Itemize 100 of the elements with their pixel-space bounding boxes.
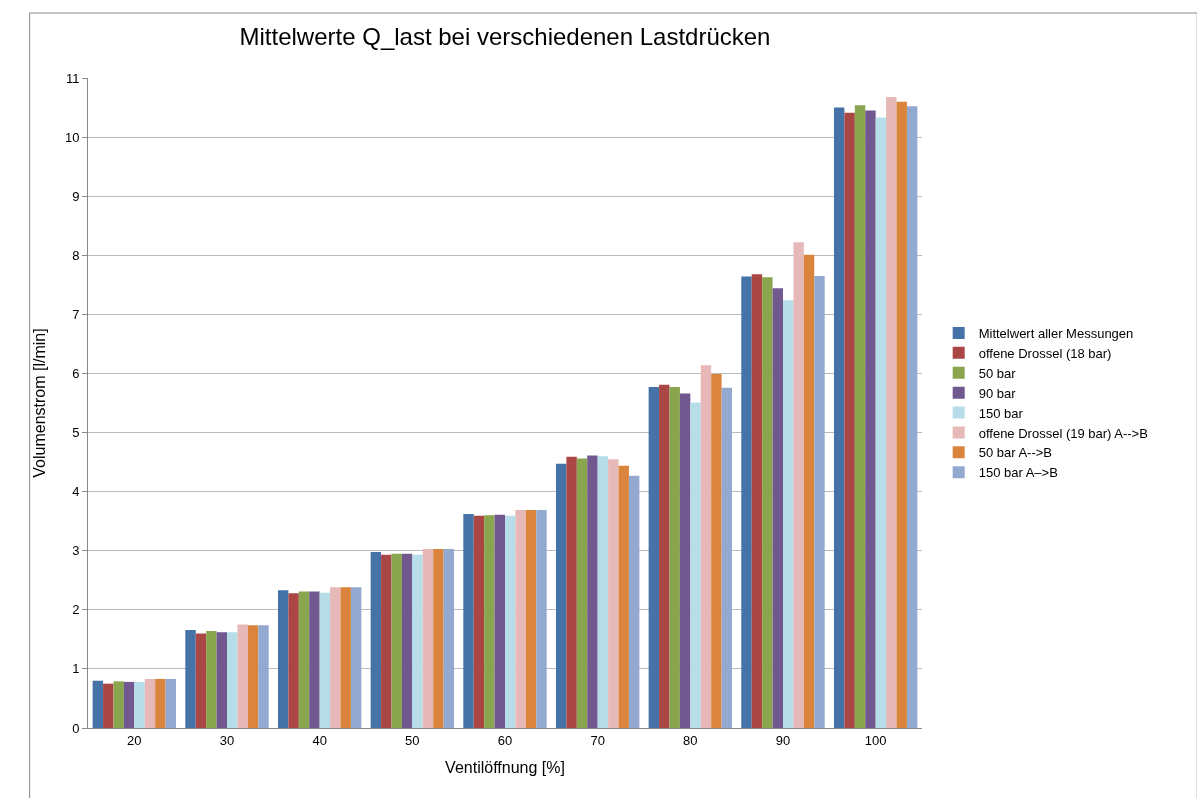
bar xyxy=(505,515,516,728)
bar xyxy=(412,554,423,728)
bar xyxy=(721,387,733,728)
bar xyxy=(381,554,392,728)
y-tick-label: 6 xyxy=(72,366,80,381)
x-tick-label: 20 xyxy=(127,732,142,748)
bar xyxy=(463,514,474,728)
bar xyxy=(536,509,547,728)
bar xyxy=(309,591,320,728)
bar xyxy=(906,106,918,728)
y-tick-label: 9 xyxy=(72,188,80,204)
legend-label: offene Drossel (19 bar) A-->B xyxy=(978,425,1148,441)
bar xyxy=(422,548,434,728)
bar xyxy=(587,455,598,728)
bar xyxy=(896,101,907,728)
bar xyxy=(155,678,166,728)
y-tick-label: 7 xyxy=(72,306,80,322)
bar xyxy=(484,515,495,728)
bar xyxy=(814,275,825,728)
y-axis-title: Volumenstrom [l/min] xyxy=(30,328,48,478)
bar xyxy=(401,553,413,728)
x-tick-label: 100 xyxy=(864,732,887,748)
bar xyxy=(473,515,485,728)
bar xyxy=(700,365,712,728)
bar xyxy=(340,587,351,728)
x-tick-label: 40 xyxy=(312,732,327,748)
y-tick-label: 10 xyxy=(64,129,80,145)
bar xyxy=(227,632,238,728)
bar xyxy=(443,548,455,728)
bar xyxy=(555,463,567,728)
bar xyxy=(144,678,156,728)
bar xyxy=(648,387,660,728)
bar xyxy=(741,276,752,728)
bar xyxy=(103,683,114,728)
bar xyxy=(185,629,196,728)
bar xyxy=(391,553,402,728)
bar xyxy=(433,548,444,728)
x-tick-label: 80 xyxy=(683,732,698,748)
bar xyxy=(628,475,640,728)
bar xyxy=(494,514,505,728)
bar xyxy=(113,681,124,728)
bar xyxy=(247,625,259,728)
bar xyxy=(350,587,362,728)
bar xyxy=(608,459,619,728)
x-tick-label: 70 xyxy=(590,732,605,748)
bar xyxy=(206,631,217,728)
bar xyxy=(92,680,104,728)
bar xyxy=(123,681,135,728)
legend-label: 150 bar A–>B xyxy=(978,465,1058,481)
bar xyxy=(237,624,248,728)
bar xyxy=(854,105,866,728)
bar xyxy=(134,681,145,728)
legend-label: 50 bar A-->B xyxy=(978,445,1053,461)
legend-label: offene Drossel (18 bar) xyxy=(978,345,1112,361)
x-tick-label: 60 xyxy=(497,732,513,748)
x-tick-label: 90 xyxy=(775,732,791,748)
bar xyxy=(669,387,680,728)
y-tick-label: 0 xyxy=(72,720,80,736)
bar xyxy=(751,274,763,728)
bar xyxy=(793,242,804,728)
bar xyxy=(844,112,855,728)
y-tick-label: 4 xyxy=(72,484,80,500)
y-tick-label: 11 xyxy=(65,70,80,86)
bar xyxy=(165,678,177,728)
bar xyxy=(258,625,269,728)
x-axis-title: Ventilöffnung [%] xyxy=(445,759,565,777)
legend-label: 50 bar xyxy=(978,365,1017,381)
bar xyxy=(330,587,341,728)
chart-title: Mittelwerte Q_last bei verschiedenen Lastdrücken xyxy=(239,22,771,50)
legend-label: 150 bar xyxy=(978,405,1024,421)
bar xyxy=(597,456,609,728)
legend-label: 90 bar xyxy=(978,385,1017,401)
bar xyxy=(865,110,876,728)
y-tick-label: 5 xyxy=(72,425,80,441)
y-tick-label: 2 xyxy=(72,602,80,618)
bar xyxy=(370,551,382,728)
bar xyxy=(875,117,887,728)
bar xyxy=(659,384,670,728)
legend-label: Mittelwert aller Messungen xyxy=(978,326,1134,342)
bar xyxy=(525,509,537,728)
bar xyxy=(618,465,629,728)
bar xyxy=(298,591,310,728)
bar xyxy=(679,393,691,728)
bar xyxy=(277,590,289,728)
bar xyxy=(216,632,227,728)
y-tick-label: 3 xyxy=(72,543,80,559)
y-tick-label: 8 xyxy=(72,247,80,263)
bar xyxy=(803,254,815,728)
y-tick-label: 1 xyxy=(72,661,80,677)
x-tick-label: 50 xyxy=(405,732,420,748)
bar xyxy=(762,277,773,728)
bar xyxy=(833,107,845,728)
bar xyxy=(288,593,299,728)
bar xyxy=(319,592,331,728)
bar xyxy=(886,96,897,728)
x-tick-label: 30 xyxy=(219,732,235,748)
bar xyxy=(783,300,794,728)
bar xyxy=(711,374,722,728)
bar xyxy=(576,458,588,728)
bar xyxy=(772,288,783,728)
